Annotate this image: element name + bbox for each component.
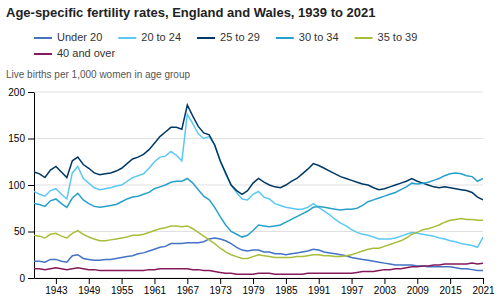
x-tick: 2009	[407, 278, 430, 296]
y-tick-label: 0	[19, 273, 25, 284]
x-tick-mark	[122, 278, 123, 284]
x-tick-mark	[319, 278, 320, 284]
y-axis-line	[34, 93, 35, 279]
title: Age-specific fertility rates, England an…	[6, 5, 375, 20]
grid-line	[34, 92, 483, 93]
grid-line	[34, 138, 483, 139]
series-line	[34, 173, 483, 237]
x-tick-mark	[89, 278, 90, 284]
y-tick: 0	[19, 273, 34, 284]
y-tick-mark	[28, 139, 34, 140]
x-tick-label: 1943	[45, 285, 68, 296]
x-tick: 1991	[308, 278, 331, 296]
legend-label: 25 to 29	[220, 31, 260, 43]
x-tick-mark	[286, 278, 287, 284]
y-tick-mark	[28, 92, 34, 93]
x-tick-mark	[56, 278, 57, 284]
legend-item: Under 20	[34, 31, 102, 43]
grid-line	[34, 231, 483, 232]
chart: Age-specific fertility rates, England an…	[0, 0, 499, 300]
x-tick-mark	[253, 278, 254, 284]
legend-swatch	[355, 37, 373, 39]
x-tick-mark	[220, 278, 221, 284]
legend-item: 35 to 39	[355, 31, 418, 43]
y-tick-label: 150	[8, 133, 25, 144]
x-tick: 1955	[111, 278, 134, 296]
y-tick-label: 200	[8, 87, 25, 98]
series-line	[34, 105, 483, 200]
x-tick: 1997	[341, 278, 364, 296]
legend-label: 30 to 34	[299, 31, 339, 43]
x-axis: 1943 1949 1955 1961 1967 1973 1979 1985 1991 1997…	[35, 278, 496, 296]
grid-line	[34, 278, 483, 279]
legend-swatch	[34, 37, 52, 39]
x-tick: 1967	[177, 278, 200, 296]
legend-swatch	[197, 37, 215, 39]
y-axis: 0 50 100 150 200	[8, 87, 34, 284]
x-tick-mark	[417, 278, 418, 284]
x-tick-label: 2003	[374, 285, 397, 296]
y-tick-mark	[28, 278, 34, 279]
legend-swatch	[118, 37, 136, 39]
x-tick-mark	[187, 278, 188, 284]
x-tick-mark	[352, 278, 353, 284]
y-tick-mark	[28, 232, 34, 233]
x-tick-label: 1949	[78, 285, 101, 296]
y-tick: 50	[14, 226, 34, 237]
legend-swatch	[34, 53, 52, 55]
legend-item: 20 to 24	[118, 31, 181, 43]
x-tick-mark	[450, 278, 451, 284]
legend-label: 20 to 24	[141, 31, 181, 43]
x-tick-mark	[483, 278, 484, 284]
series-line	[34, 263, 483, 274]
x-tick: 1973	[210, 278, 233, 296]
x-tick-label: 1955	[111, 285, 134, 296]
y-tick: 150	[8, 133, 34, 144]
x-tick: 2021	[472, 278, 495, 296]
legend: Under 20 20 to 24 25 to 29 30 to 34 35 to 39…	[34, 31, 417, 59]
x-tick: 1985	[275, 278, 298, 296]
x-tick: 2003	[374, 278, 397, 296]
x-tick: 1943	[45, 278, 68, 296]
legend-item: 40 and over	[34, 47, 115, 59]
y-tick-label: 100	[8, 180, 25, 191]
lines	[34, 105, 483, 274]
legend-label: 35 to 39	[378, 31, 418, 43]
x-tick-label: 1991	[308, 285, 331, 296]
legend-item: 25 to 29	[197, 31, 260, 43]
x-axis-line	[35, 278, 484, 279]
y-axis-title: Live births per 1,000 women in age group	[6, 69, 190, 80]
x-tick-label: 2021	[472, 285, 495, 296]
grid	[34, 92, 483, 278]
x-tick-label: 1985	[275, 285, 298, 296]
x-tick-label: 1979	[242, 285, 265, 296]
x-tick: 1949	[78, 278, 101, 296]
grid-line	[34, 185, 483, 186]
x-tick: 2015	[440, 278, 463, 296]
legend-label: Under 20	[57, 31, 102, 43]
legend-label: 40 and over	[57, 47, 115, 59]
x-tick-label: 1961	[144, 285, 167, 296]
x-tick-mark	[384, 278, 385, 284]
legend-item: 30 to 34	[276, 31, 339, 43]
x-tick-label: 2015	[440, 285, 463, 296]
x-tick-label: 1967	[177, 285, 200, 296]
x-tick-label: 1997	[341, 285, 364, 296]
y-tick: 100	[8, 180, 34, 191]
legend-swatch	[276, 37, 294, 39]
x-tick-label: 1973	[210, 285, 233, 296]
x-tick: 1979	[242, 278, 265, 296]
y-tick: 200	[8, 87, 34, 98]
series-line	[34, 218, 483, 258]
x-tick-mark	[154, 278, 155, 284]
x-tick: 1961	[144, 278, 167, 296]
y-tick-label: 50	[14, 226, 26, 237]
x-tick-label: 2009	[407, 285, 430, 296]
y-tick-mark	[28, 185, 34, 186]
